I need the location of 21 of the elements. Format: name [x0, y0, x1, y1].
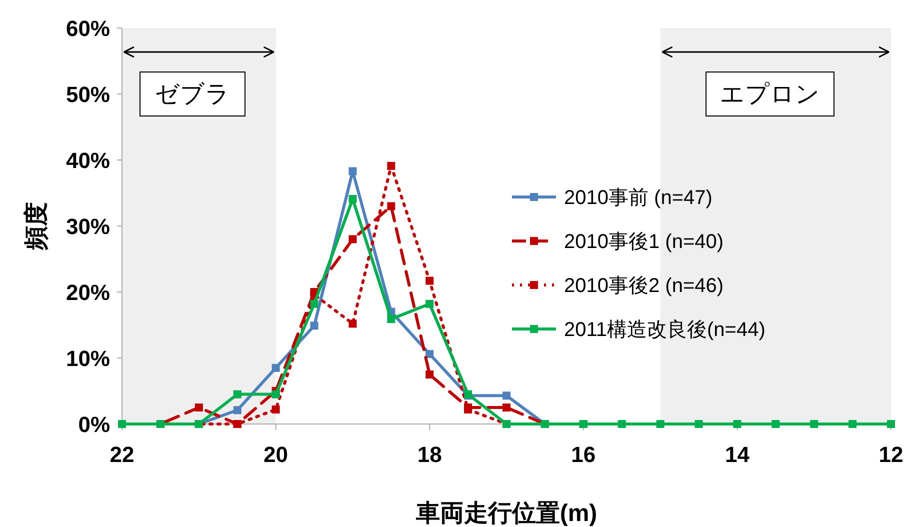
x-axis-title: 車両走行位置(m) — [414, 500, 598, 527]
y-tick-label: 10% — [66, 346, 110, 371]
y-tick-label: 30% — [66, 214, 110, 239]
x-tick-label: 12 — [878, 442, 904, 467]
y-tick-label: 50% — [66, 82, 110, 107]
x-tick-label: 16 — [571, 442, 596, 467]
x-tick-label: 18 — [417, 442, 442, 467]
y-tick-label: 0% — [78, 412, 110, 437]
y-axis-title: 頻度 — [23, 202, 50, 251]
x-tick-label: 20 — [264, 442, 288, 467]
y-tick-label: 20% — [66, 280, 110, 305]
band-label: エプロン — [720, 81, 820, 108]
legend-label: 2010事後1 (n=40) — [564, 231, 724, 253]
y-tick-label: 60% — [66, 16, 110, 41]
legend-label: 2011構造改良後(n=44) — [564, 319, 766, 341]
band-label: ゼブラ — [155, 81, 230, 108]
legend-label: 2010事後2 (n=46) — [564, 275, 724, 297]
legend-label: 2010事前 (n=47) — [564, 187, 712, 209]
x-tick-label: 14 — [724, 442, 750, 467]
y-tick-label: 40% — [66, 148, 110, 173]
x-tick-label: 22 — [110, 442, 134, 467]
